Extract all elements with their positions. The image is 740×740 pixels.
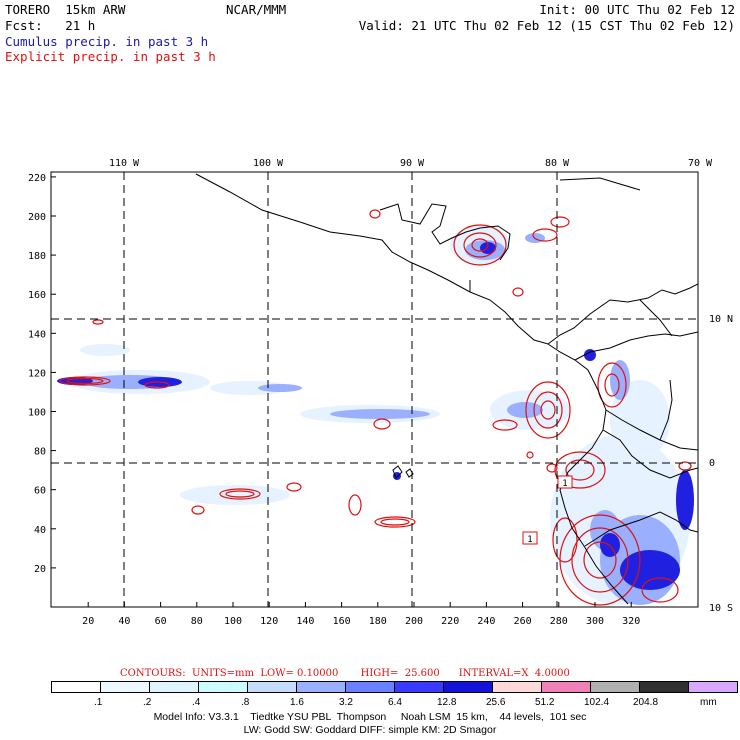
color-scale-bar	[51, 681, 738, 693]
color-scale-label: 3.2	[339, 697, 353, 708]
color-scale-label: 12.8	[437, 697, 457, 708]
model-title: TORERO 15km ARW	[5, 2, 126, 17]
y-tick-label: 140	[28, 329, 46, 340]
x-tick-label: 140	[296, 616, 314, 627]
color-scale-label: 102.4	[584, 697, 610, 708]
explicit-contours	[59, 209, 692, 606]
x-tick-label: 120	[260, 616, 278, 627]
x-tick-label: 320	[622, 616, 640, 627]
x-tick-label: 220	[441, 616, 459, 627]
x-tick-label: 200	[405, 616, 423, 627]
model-info-line1: Model Info: V3.3.1 Tiedtke YSU PBL Thomp…	[153, 711, 587, 723]
y-tick-label: 160	[28, 290, 46, 301]
color-scale-label: 6.4	[388, 697, 402, 708]
color-swatch	[492, 681, 542, 693]
marker-box-label: 1	[527, 535, 532, 545]
y-tick-label: 80	[34, 447, 46, 458]
color-swatch	[198, 681, 248, 693]
color-scale-label: .8	[241, 697, 250, 708]
color-swatch	[639, 681, 689, 693]
forecast-hour: Fcst: 21 h	[5, 18, 96, 33]
lon-label: 70 W	[688, 158, 713, 169]
precip-map: 110 W 100 W 90 W 80 W 70 W 10 N 0 10 S 2…	[28, 158, 733, 627]
y-tick-label: 220	[28, 173, 46, 184]
color-scale-label: .1	[94, 697, 103, 708]
color-scale-label: 51.2	[535, 697, 555, 708]
y-tick-label: 180	[28, 251, 46, 262]
lon-label: 100 W	[253, 158, 284, 169]
x-tick-label: 160	[333, 616, 351, 627]
color-scale-label: .2	[143, 697, 152, 708]
color-scale-label: 204.8	[633, 697, 659, 708]
y-tick-label: 200	[28, 212, 46, 223]
x-tick-label: 100	[224, 616, 242, 627]
explicit-legend: Explicit precip. in past 3 h	[5, 49, 216, 64]
cumulus-heavy-areas	[57, 242, 694, 590]
color-scale-label: 1.6	[290, 697, 304, 708]
lat-label: 10 N	[709, 314, 733, 325]
marker-box-label: 1	[562, 479, 567, 489]
y-tick-label: 40	[34, 525, 46, 536]
color-swatch	[590, 681, 640, 693]
lon-label: 80 W	[545, 158, 570, 169]
lat-lon-grid	[51, 172, 698, 607]
color-swatch	[394, 681, 444, 693]
color-scale-label: 25.6	[486, 697, 506, 708]
lon-label: 90 W	[400, 158, 425, 169]
x-tick-label: 240	[477, 616, 495, 627]
axis-ticks	[51, 176, 632, 607]
valid-time: Valid: 21 UTC Thu 02 Feb 12 (15 CST Thu …	[358, 18, 735, 33]
color-swatch	[100, 681, 150, 693]
color-swatch	[345, 681, 395, 693]
color-swatch	[541, 681, 591, 693]
lat-label: 10 S	[709, 603, 733, 614]
model-info-line2: LW: Godd SW: Goddard DIFF: simple KM: 2D…	[243, 724, 497, 736]
y-tick-label: 100	[28, 408, 46, 419]
x-tick-label: 80	[191, 616, 203, 627]
marker-boxes	[522, 475, 573, 545]
x-tick-label: 300	[586, 616, 604, 627]
lon-label: 110 W	[109, 158, 140, 169]
y-tick-label: 20	[34, 564, 46, 575]
color-swatch	[296, 681, 346, 693]
init-time: Init: 00 UTC Thu 02 Feb 12	[539, 2, 735, 17]
x-tick-label: 180	[369, 616, 387, 627]
x-tick-label: 40	[118, 616, 130, 627]
x-tick-label: 20	[82, 616, 94, 627]
color-swatch	[688, 681, 738, 693]
x-tick-label: 280	[550, 616, 568, 627]
y-tick-label: 120	[28, 368, 46, 379]
center-name: NCAR/MMM	[226, 2, 287, 17]
coastlines	[195, 173, 698, 605]
cumulus-legend: Cumulus precip. in past 3 h	[5, 34, 209, 49]
lat-label: 0	[709, 458, 715, 469]
color-swatch	[51, 681, 101, 693]
color-swatch	[247, 681, 297, 693]
x-tick-label: 260	[514, 616, 532, 627]
y-tick-label: 60	[34, 486, 46, 497]
contours-info: CONTOURS: UNITS=mm LOW= 0.10000 HIGH= 25…	[120, 668, 570, 679]
map-frame	[50, 171, 699, 608]
x-tick-label: 60	[155, 616, 167, 627]
color-scale-label: .4	[192, 697, 201, 708]
color-swatch	[149, 681, 199, 693]
color-scale-unit: mm	[700, 697, 717, 708]
color-swatch	[443, 681, 493, 693]
